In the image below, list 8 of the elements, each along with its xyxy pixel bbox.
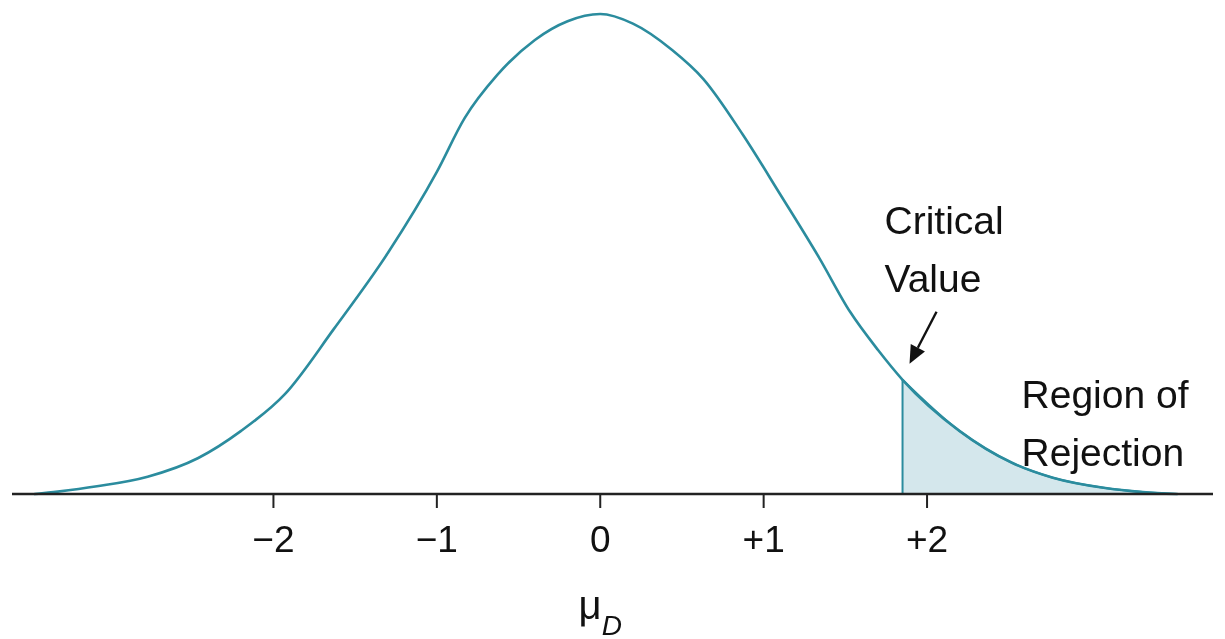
- x-tick-label: −2: [252, 519, 295, 560]
- x-tick-label: −1: [415, 519, 458, 560]
- x-tick-label: +1: [742, 519, 785, 560]
- x-tick-label: 0: [589, 519, 611, 560]
- x-tick-label: +2: [905, 519, 949, 560]
- annotation: Region of Rejection: [1021, 372, 1189, 474]
- annotation: Critical Value: [884, 198, 1004, 300]
- x-axis-title: μ$_{D}$: [578, 583, 622, 639]
